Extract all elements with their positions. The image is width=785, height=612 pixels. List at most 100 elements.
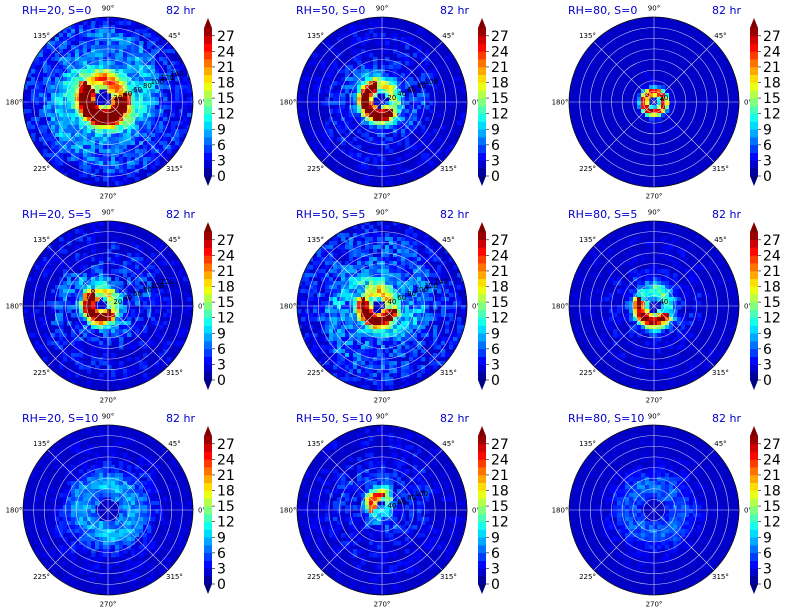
panel-title: RH=80, S=10 bbox=[568, 412, 645, 425]
colorbar-tick-label: 0 bbox=[491, 577, 500, 593]
polar-plot: 20 40 60 801000°45°90°135°180°225°270°315°0… bbox=[280, 5, 509, 201]
colorbar-tick-label: 24 bbox=[763, 248, 781, 264]
angle-tick-label: 180° bbox=[280, 99, 297, 107]
colorbar-tick-label: 21 bbox=[491, 468, 509, 484]
colorbar-tick-label: 9 bbox=[763, 122, 772, 138]
polar-panel: 40 60 80 100 120 140 0° 45° 90° 135° 180° 225° 270° 3… bbox=[274, 204, 536, 408]
colorbar-tick-label: 27 bbox=[217, 29, 235, 45]
colorbar-tick-label: 6 bbox=[491, 138, 500, 154]
radial-tick-label: 80 bbox=[143, 82, 152, 90]
angle-tick-label: 180° bbox=[552, 99, 569, 107]
colorbar-tick-label: 18 bbox=[763, 76, 781, 92]
panel-title: RH=20, S=5 bbox=[22, 208, 92, 221]
angle-tick-label: 225° bbox=[307, 165, 324, 173]
polar-plot: 40 0° 45° 90° 135° 180° 225° 270° 315° 0369121518… bbox=[552, 209, 781, 405]
radial-tick-label: 80 bbox=[407, 494, 416, 502]
colorbar-tick-label: 12 bbox=[763, 515, 781, 531]
angle-tick-label: 225° bbox=[579, 165, 596, 173]
angle-tick-label: 135° bbox=[579, 440, 596, 448]
colorbar-tick-label: 27 bbox=[491, 437, 509, 453]
angle-tick-label: 135° bbox=[307, 32, 324, 40]
radial-tick-label: 40 bbox=[387, 298, 396, 306]
angle-tick-label: 45° bbox=[168, 236, 180, 244]
colorbar-tick-label: 0 bbox=[217, 169, 226, 185]
radial-tick-label: 100 bbox=[151, 282, 164, 290]
polar-panel: 20 40 60 80 100 120 140 0° 45° 90° 135° 180° 225° 270… bbox=[0, 0, 262, 204]
angle-tick-label: 45° bbox=[442, 236, 454, 244]
angle-tick-label: 315° bbox=[166, 369, 183, 377]
polar-plot: 20 0° 45° 90° 135° 180° 225° 270° 315° 0369121518… bbox=[552, 5, 781, 201]
colorbar-tick-label: 24 bbox=[217, 248, 235, 264]
colorbar-tick-label: 18 bbox=[217, 76, 235, 92]
colorbar-tick-label: 15 bbox=[217, 499, 235, 515]
colorbar-tick-label: 9 bbox=[217, 122, 226, 138]
radial-tick-label: 60 bbox=[133, 86, 142, 94]
colorbar-tick-label: 9 bbox=[763, 326, 772, 342]
angle-tick-label: 315° bbox=[712, 165, 729, 173]
angle-tick-label: 0° bbox=[198, 99, 206, 107]
angle-tick-label: 90° bbox=[102, 5, 114, 13]
polar-panel: 20 0° 45° 90° 135° 180° 225° 270° 315° 0 3 6 9 12 15 18… bbox=[546, 0, 785, 204]
radial-tick-label: 100 bbox=[151, 78, 164, 86]
angle-tick-label: 135° bbox=[33, 32, 50, 40]
angle-tick-label: 225° bbox=[33, 165, 50, 173]
angle-tick-label: 90° bbox=[648, 5, 660, 13]
colorbar-tick-label: 18 bbox=[491, 484, 509, 500]
colorbar-tick-label: 21 bbox=[491, 60, 509, 76]
field-layer bbox=[569, 221, 739, 391]
radial-tick-label: 140 bbox=[170, 70, 183, 78]
polar-grid bbox=[296, 424, 468, 596]
polar-panel: 0° 45° 90° 135° 180° 225° 270° 315° 0 3 6 9 12 15 18 21… bbox=[546, 408, 785, 612]
colorbar-tick-label: 6 bbox=[491, 342, 500, 358]
colorbar-tick-label: 18 bbox=[763, 484, 781, 500]
angle-tick-label: 0° bbox=[744, 507, 752, 515]
angle-tick-label: 225° bbox=[579, 573, 596, 581]
angle-tick-label: 135° bbox=[307, 236, 324, 244]
angle-tick-label: 180° bbox=[552, 303, 569, 311]
polar-plot: 0° 45° 90° 135° 180° 225° 270° 315° 036912151821… bbox=[6, 413, 235, 609]
field-layer bbox=[621, 69, 706, 134]
polar-panel: 0° 45° 90° 135° 180° 225° 270° 315° 0 3 6 9 12 15 18 21… bbox=[0, 408, 262, 612]
colorbar-tick-label: 12 bbox=[491, 515, 509, 531]
colorbar-tick-label: 3 bbox=[763, 561, 772, 577]
angle-tick-label: 90° bbox=[648, 413, 660, 421]
colorbar-tick-label: 6 bbox=[763, 342, 772, 358]
colorbar-tick-label: 0 bbox=[491, 169, 500, 185]
colorbar-tick-label: 0 bbox=[763, 373, 772, 389]
colorbar-tick-label: 15 bbox=[763, 499, 781, 515]
angle-tick-label: 0° bbox=[744, 303, 752, 311]
angle-tick-label: 90° bbox=[102, 209, 114, 217]
angle-tick-label: 135° bbox=[579, 236, 596, 244]
colorbar-tick-label: 3 bbox=[217, 357, 226, 373]
polar-grid bbox=[22, 220, 194, 392]
polar-grid bbox=[22, 16, 194, 188]
radial-tick-label: 60 bbox=[397, 294, 406, 302]
colorbar-tick-label: 0 bbox=[217, 373, 226, 389]
angle-tick-label: 315° bbox=[166, 165, 183, 173]
polar-panel: 20 40 60 80 100 120 0° 45° 90° 135° 180° 225° 270° 31… bbox=[0, 204, 262, 408]
angle-tick-label: 315° bbox=[440, 573, 457, 581]
angle-tick-label: 270° bbox=[374, 397, 391, 405]
colorbar-tick-label: 12 bbox=[217, 515, 235, 531]
field-layer bbox=[297, 221, 467, 391]
panel-title: RH=50, S=5 bbox=[296, 208, 366, 221]
angle-tick-label: 135° bbox=[33, 236, 50, 244]
angle-tick-label: 90° bbox=[376, 5, 388, 13]
colorbar-tick-label: 18 bbox=[763, 280, 781, 296]
radial-tick-label: 120 bbox=[160, 278, 173, 286]
radial-tick-label: 40 bbox=[387, 502, 396, 510]
colorbar-tick-label: 21 bbox=[217, 264, 235, 280]
panel-title: RH=20, S=10 bbox=[22, 412, 99, 425]
radial-tick-label: 40 bbox=[123, 90, 132, 98]
panel-title: RH=80, S=5 bbox=[568, 208, 638, 221]
colorbar-tick-label: 15 bbox=[491, 295, 509, 311]
angle-tick-label: 90° bbox=[648, 209, 660, 217]
colorbar-tick-label: 9 bbox=[217, 530, 226, 546]
angle-tick-label: 90° bbox=[376, 413, 388, 421]
colorbar-tick-label: 3 bbox=[491, 357, 500, 373]
angle-tick-label: 225° bbox=[307, 369, 324, 377]
